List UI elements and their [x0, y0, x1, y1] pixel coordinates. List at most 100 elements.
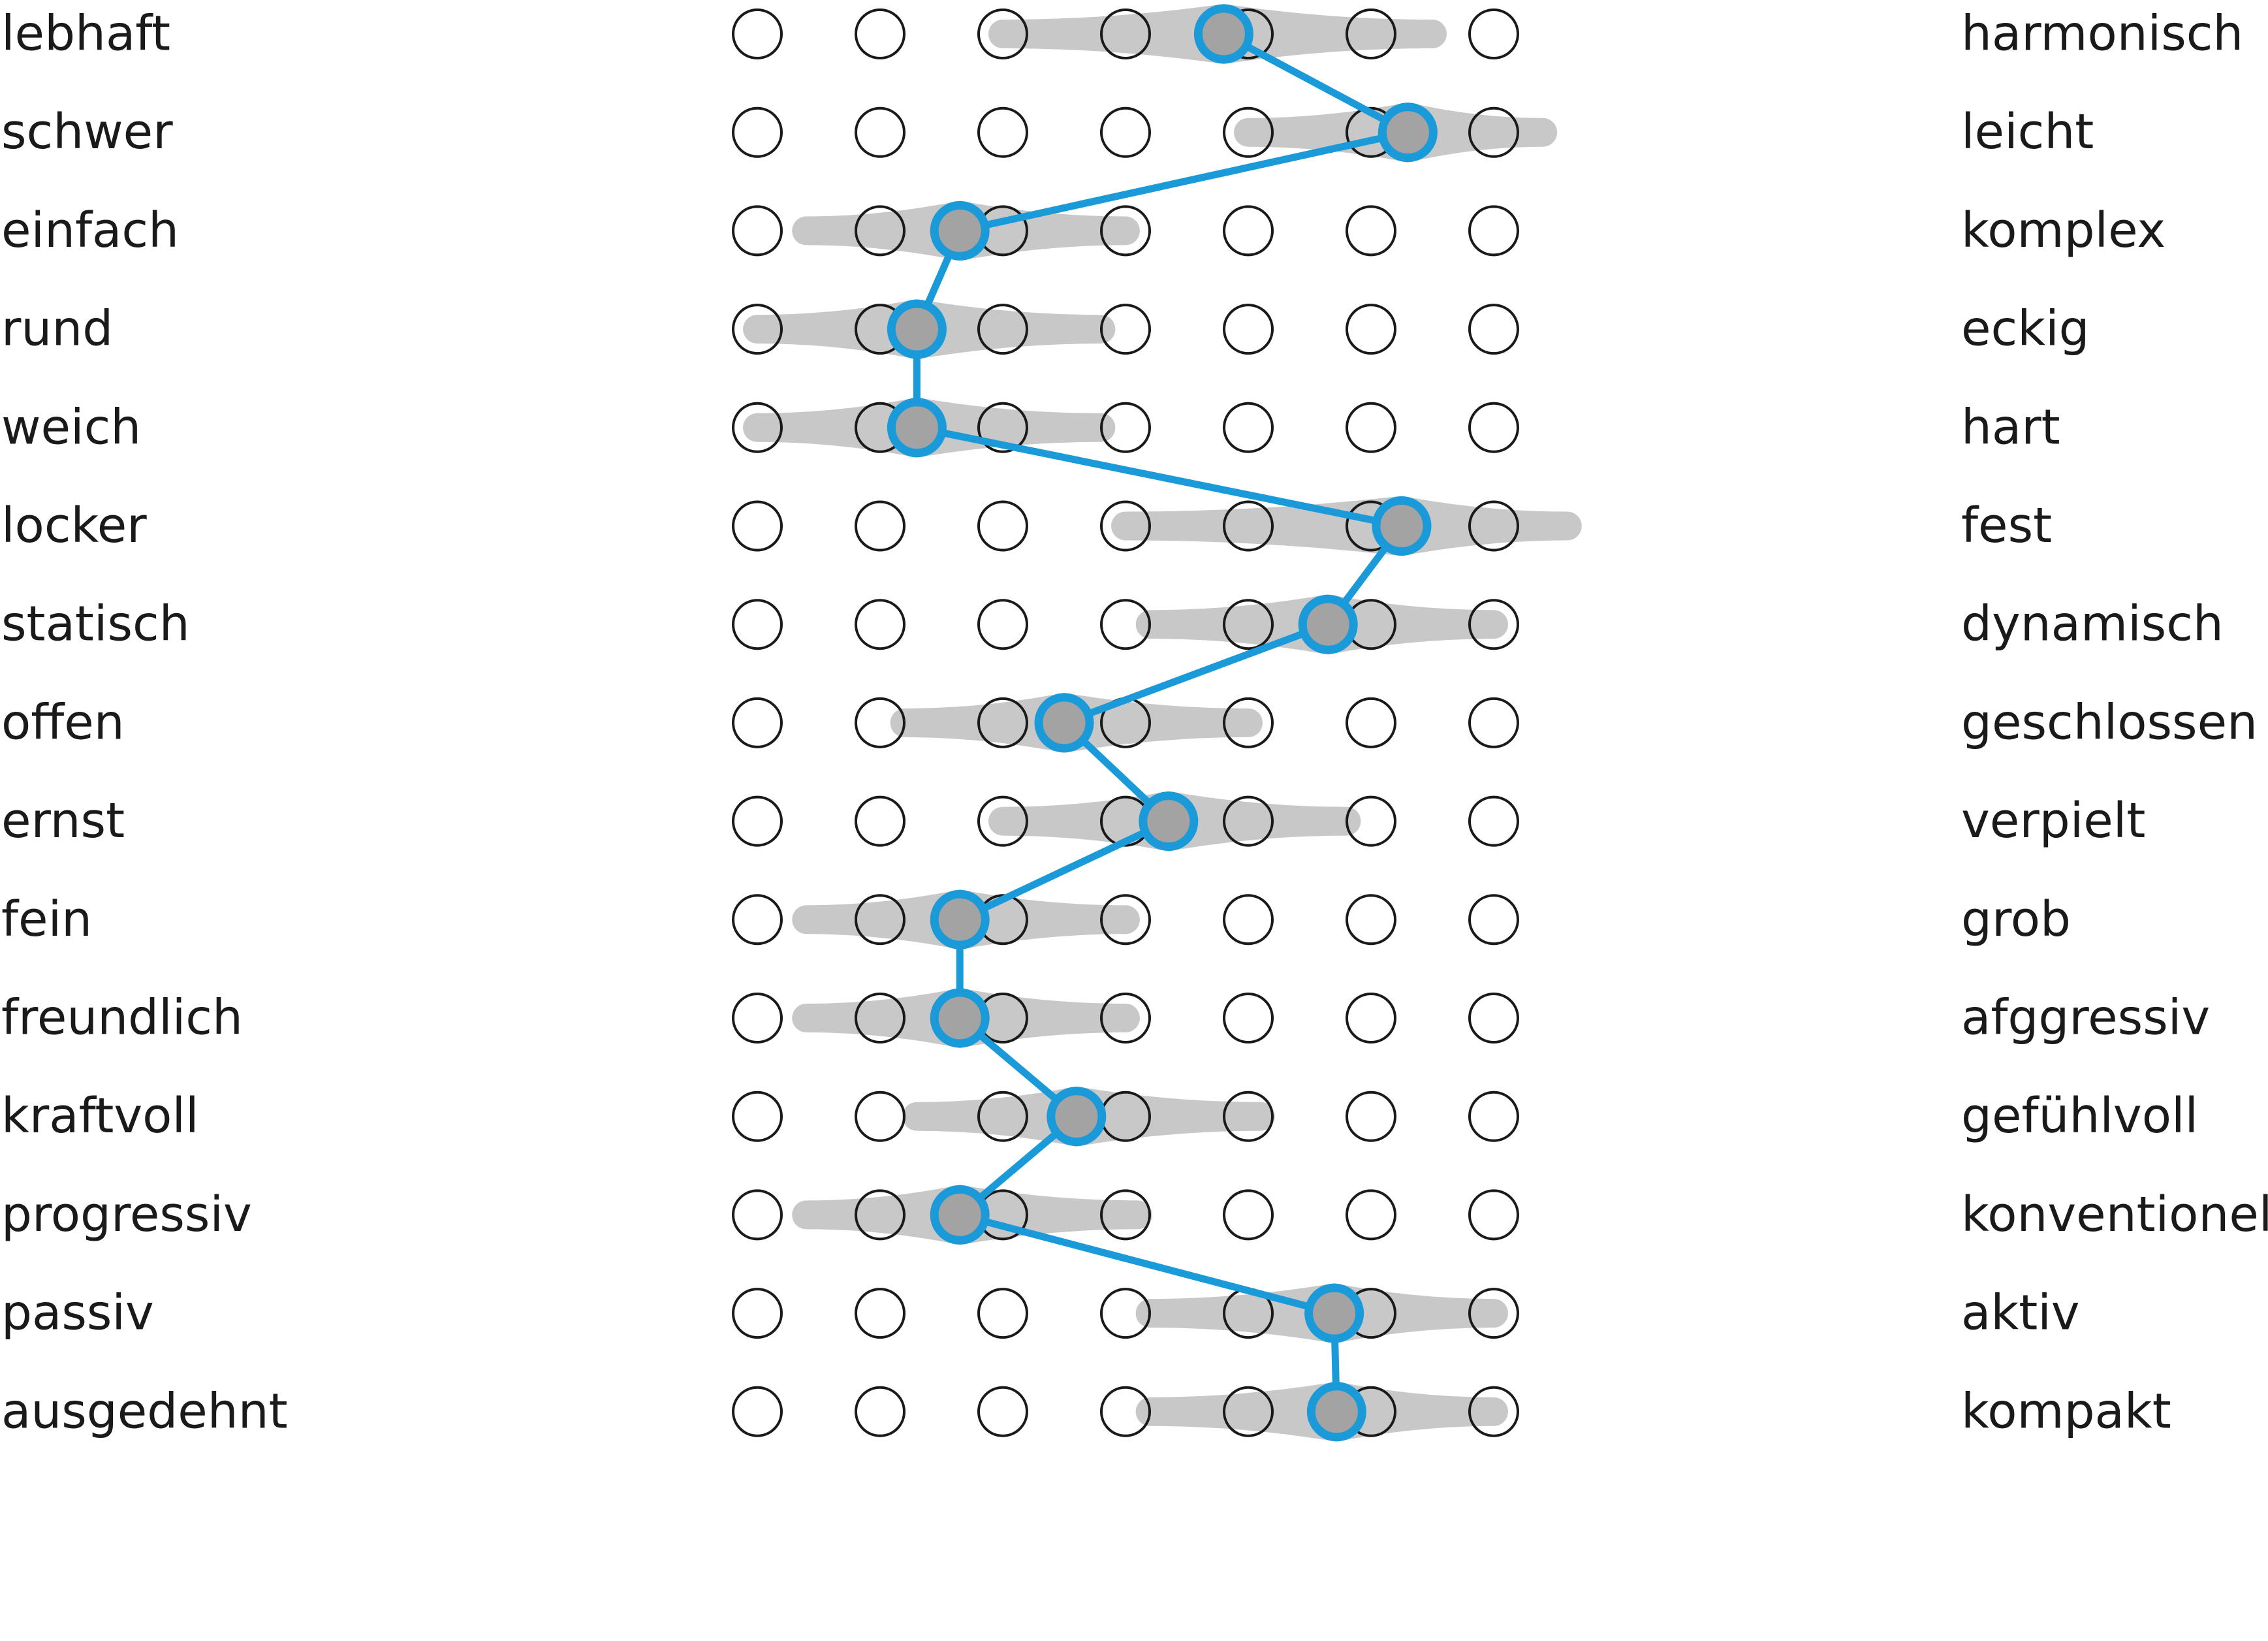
scale-point-locker-2[interactable]: [855, 500, 906, 552]
scale-point-statisch-1[interactable]: [732, 599, 783, 650]
right-label-kompakt: kompakt: [1961, 1383, 2171, 1439]
scale-point-rund-4[interactable]: [1100, 304, 1151, 355]
scale-point-passiv-4[interactable]: [1100, 1288, 1151, 1339]
scale-point-ausgedehnt-3[interactable]: [977, 1386, 1028, 1437]
scale-point-progressiv-5[interactable]: [1223, 1189, 1274, 1241]
scale-point-rund-6[interactable]: [1346, 304, 1396, 355]
right-label-grob: grob: [1961, 891, 2071, 948]
scale-point-passiv-3[interactable]: [977, 1288, 1028, 1339]
scale-point-ernst-6[interactable]: [1346, 795, 1396, 847]
scale-point-progressiv-6[interactable]: [1346, 1189, 1396, 1241]
mean-marker-statisch: [1298, 594, 1358, 654]
scale-point-lebhaft-7[interactable]: [1468, 8, 1519, 59]
scale-point-fein-2[interactable]: [855, 894, 906, 946]
scale-point-progressiv-1[interactable]: [732, 1189, 783, 1241]
scale-point-kraftvoll-6[interactable]: [1346, 1091, 1396, 1142]
scale-point-offen-7[interactable]: [1468, 697, 1519, 748]
scale-point-statisch-5[interactable]: [1223, 599, 1274, 650]
scale-point-schwer-4[interactable]: [1100, 106, 1151, 158]
right-label-gefühlvoll: gefühlvoll: [1961, 1088, 2198, 1144]
scale-point-einfach-4[interactable]: [1100, 205, 1151, 257]
scale-point-ausgedehnt-1[interactable]: [732, 1386, 783, 1437]
scale-point-progressiv-2[interactable]: [855, 1189, 906, 1241]
mean-marker-fein: [930, 889, 990, 949]
scale-point-schwer-1[interactable]: [732, 106, 783, 158]
scale-point-offen-1[interactable]: [732, 697, 783, 748]
scale-point-einfach-6[interactable]: [1346, 205, 1396, 257]
scale-point-ernst-3[interactable]: [977, 795, 1028, 847]
scale-point-schwer-5[interactable]: [1223, 106, 1274, 158]
scale-point-rund-1[interactable]: [732, 304, 783, 355]
scale-point-ausgedehnt-7[interactable]: [1468, 1386, 1519, 1437]
scale-point-passiv-7[interactable]: [1468, 1288, 1519, 1339]
scale-point-ernst-7[interactable]: [1468, 795, 1519, 847]
scale-point-statisch-4[interactable]: [1100, 599, 1151, 650]
scale-point-lebhaft-2[interactable]: [855, 8, 906, 59]
scale-point-einfach-5[interactable]: [1223, 205, 1274, 257]
scale-point-ausgedehnt-4[interactable]: [1100, 1386, 1151, 1437]
scale-point-progressiv-7[interactable]: [1468, 1189, 1519, 1241]
scale-point-statisch-7[interactable]: [1468, 599, 1519, 650]
mean-marker-kraftvoll: [1047, 1087, 1107, 1147]
scale-point-lebhaft-1[interactable]: [732, 8, 783, 59]
scale-point-weich-3[interactable]: [977, 402, 1028, 453]
scale-point-locker-1[interactable]: [732, 500, 783, 552]
scale-point-freundlich-2[interactable]: [855, 993, 906, 1044]
scale-point-einfach-2[interactable]: [855, 205, 906, 257]
scale-point-weich-4[interactable]: [1100, 402, 1151, 453]
scale-point-weich-7[interactable]: [1468, 402, 1519, 453]
scale-point-fein-5[interactable]: [1223, 894, 1274, 946]
scale-point-fein-4[interactable]: [1100, 894, 1151, 946]
scale-point-freundlich-6[interactable]: [1346, 993, 1396, 1044]
scale-point-freundlich-7[interactable]: [1468, 993, 1519, 1044]
scale-point-rund-5[interactable]: [1223, 304, 1274, 355]
scale-point-kraftvoll-2[interactable]: [855, 1091, 906, 1142]
scale-point-kraftvoll-3[interactable]: [977, 1091, 1028, 1142]
scale-point-weich-5[interactable]: [1223, 402, 1274, 453]
scale-point-einfach-1[interactable]: [732, 205, 783, 257]
scale-point-passiv-2[interactable]: [855, 1288, 906, 1339]
mean-marker-passiv: [1304, 1283, 1364, 1343]
scale-point-lebhaft-4[interactable]: [1100, 8, 1151, 59]
scale-point-passiv-1[interactable]: [732, 1288, 783, 1339]
left-label-kraftvoll: kraftvoll: [1, 1088, 199, 1144]
scale-point-kraftvoll-7[interactable]: [1468, 1091, 1519, 1142]
scale-point-schwer-2[interactable]: [855, 106, 906, 158]
scale-point-offen-5[interactable]: [1223, 697, 1274, 748]
scale-point-offen-3[interactable]: [977, 697, 1028, 748]
scale-point-offen-6[interactable]: [1346, 697, 1396, 748]
scale-point-statisch-2[interactable]: [855, 599, 906, 650]
scale-point-schwer-7[interactable]: [1468, 106, 1519, 158]
scale-point-progressiv-4[interactable]: [1100, 1189, 1151, 1241]
scale-point-lebhaft-6[interactable]: [1346, 8, 1396, 59]
scale-point-ernst-5[interactable]: [1223, 795, 1274, 847]
scale-point-locker-7[interactable]: [1468, 500, 1519, 552]
scale-point-ausgedehnt-5[interactable]: [1223, 1386, 1274, 1437]
scale-point-fein-7[interactable]: [1468, 894, 1519, 946]
left-labels: lebhaft schwer einfach rund weich locker stati…: [1, 6, 288, 1440]
scale-point-weich-6[interactable]: [1346, 402, 1396, 453]
scale-point-ernst-1[interactable]: [732, 795, 783, 847]
range-bands: [743, 4, 1582, 1442]
scale-point-ernst-2[interactable]: [855, 795, 906, 847]
scale-point-statisch-3[interactable]: [977, 599, 1028, 650]
scale-point-locker-4[interactable]: [1100, 500, 1151, 552]
scale-point-kraftvoll-5[interactable]: [1223, 1091, 1274, 1142]
right-label-hart: hart: [1961, 399, 2060, 455]
scale-point-locker-5[interactable]: [1223, 500, 1274, 552]
scale-point-lebhaft-3[interactable]: [977, 8, 1028, 59]
scale-point-locker-3[interactable]: [977, 500, 1028, 552]
scale-point-fein-6[interactable]: [1346, 894, 1396, 946]
scale-point-kraftvoll-1[interactable]: [732, 1091, 783, 1142]
scale-point-freundlich-5[interactable]: [1223, 993, 1274, 1044]
scale-point-offen-2[interactable]: [855, 697, 906, 748]
scale-point-einfach-7[interactable]: [1468, 205, 1519, 257]
scale-point-rund-7[interactable]: [1468, 304, 1519, 355]
scale-point-rund-3[interactable]: [977, 304, 1028, 355]
scale-point-fein-1[interactable]: [732, 894, 783, 946]
scale-point-freundlich-1[interactable]: [732, 993, 783, 1044]
scale-point-weich-1[interactable]: [732, 402, 783, 453]
scale-point-ausgedehnt-2[interactable]: [855, 1386, 906, 1437]
scale-point-freundlich-4[interactable]: [1100, 993, 1151, 1044]
scale-point-schwer-3[interactable]: [977, 106, 1028, 158]
